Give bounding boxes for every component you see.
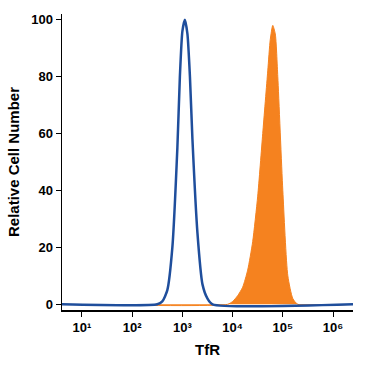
- svg-text:10⁵: 10⁵: [273, 320, 294, 335]
- svg-text:TfR: TfR: [195, 341, 220, 358]
- svg-text:60: 60: [38, 126, 52, 141]
- svg-text:10³: 10³: [173, 320, 192, 335]
- svg-text:10⁴: 10⁴: [222, 320, 243, 335]
- svg-text:10¹: 10¹: [73, 320, 92, 335]
- svg-text:100: 100: [31, 12, 53, 27]
- svg-text:40: 40: [38, 183, 52, 198]
- svg-text:10²: 10²: [123, 320, 142, 335]
- svg-text:Relative Cell Number: Relative Cell Number: [5, 87, 22, 237]
- svg-text:10⁶: 10⁶: [323, 320, 343, 335]
- svg-text:80: 80: [38, 69, 52, 84]
- svg-text:20: 20: [38, 240, 52, 255]
- svg-text:0: 0: [46, 297, 53, 312]
